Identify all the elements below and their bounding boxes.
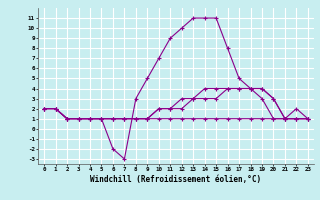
- X-axis label: Windchill (Refroidissement éolien,°C): Windchill (Refroidissement éolien,°C): [91, 175, 261, 184]
